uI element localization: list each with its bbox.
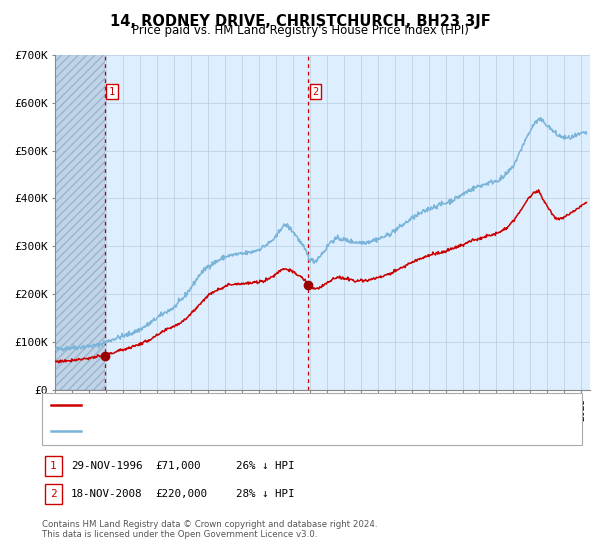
Text: 2: 2 xyxy=(50,489,57,499)
Text: £220,000: £220,000 xyxy=(155,489,207,499)
Text: £71,000: £71,000 xyxy=(155,461,200,471)
Text: 2: 2 xyxy=(312,87,319,97)
Text: 26% ↓ HPI: 26% ↓ HPI xyxy=(236,461,295,471)
Text: Price paid vs. HM Land Registry's House Price Index (HPI): Price paid vs. HM Land Registry's House … xyxy=(131,24,469,37)
Text: Contains HM Land Registry data © Crown copyright and database right 2024.
This d: Contains HM Land Registry data © Crown c… xyxy=(42,520,377,539)
Text: 28% ↓ HPI: 28% ↓ HPI xyxy=(236,489,295,499)
Text: 14, RODNEY DRIVE, CHRISTCHURCH, BH23 3JF (detached house): 14, RODNEY DRIVE, CHRISTCHURCH, BH23 3JF… xyxy=(87,400,409,410)
Text: HPI: Average price, detached house, Bournemouth Christchurch and Poole: HPI: Average price, detached house, Bour… xyxy=(87,427,458,436)
Text: 1: 1 xyxy=(109,87,115,97)
Text: 14, RODNEY DRIVE, CHRISTCHURCH, BH23 3JF: 14, RODNEY DRIVE, CHRISTCHURCH, BH23 3JF xyxy=(110,14,490,29)
Text: 29-NOV-1996: 29-NOV-1996 xyxy=(71,461,142,471)
Bar xyxy=(55,55,105,390)
Text: 1: 1 xyxy=(50,461,57,471)
Text: 18-NOV-2008: 18-NOV-2008 xyxy=(71,489,142,499)
